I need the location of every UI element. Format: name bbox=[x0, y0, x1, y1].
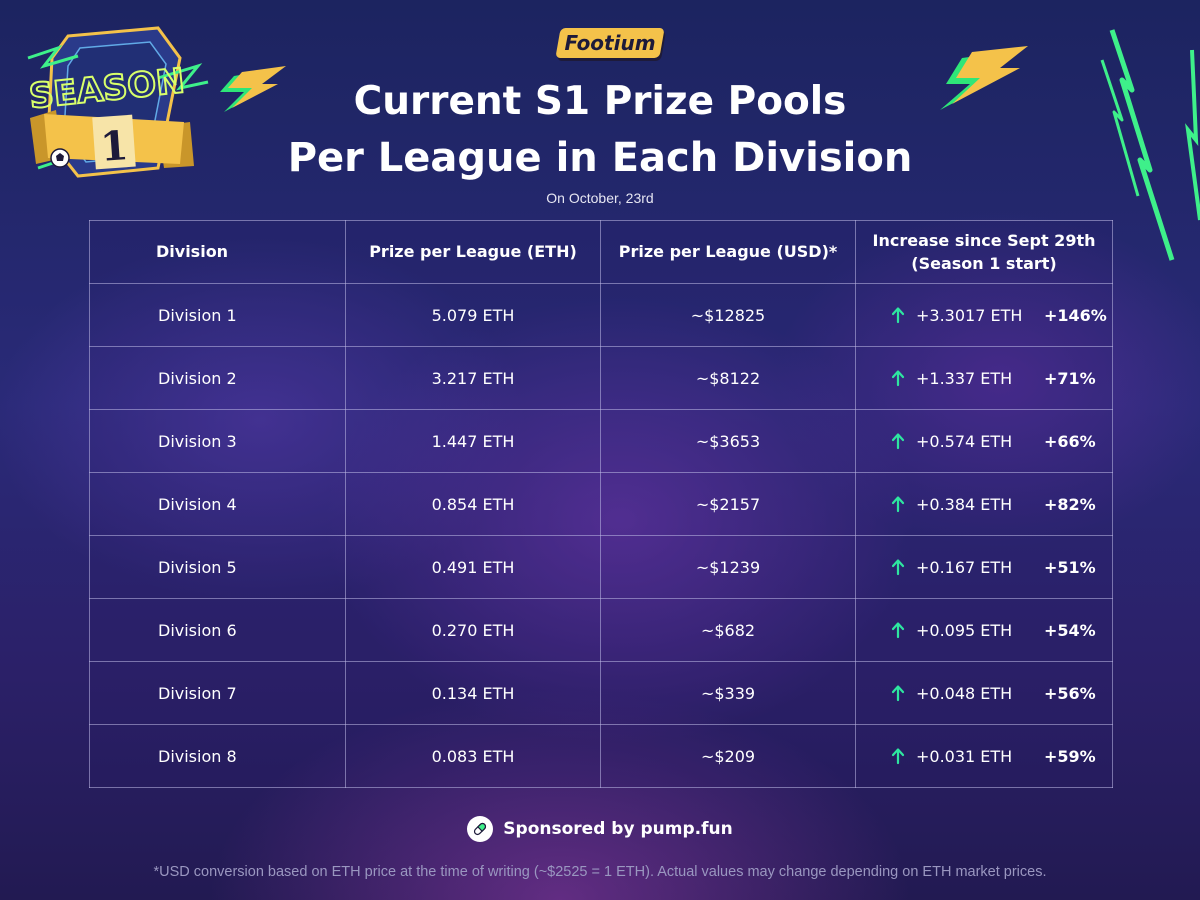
cell-increase: +0.031 ETH +59% bbox=[855, 724, 1113, 788]
footnote: *USD conversion based on ETH price at th… bbox=[153, 864, 1047, 880]
season-badge-logo: SEASON 1 bbox=[26, 26, 209, 178]
increase-percent-value: +146% bbox=[1044, 305, 1107, 325]
table-row: Division 4 0.854 ETH ~$2157 +0.384 ETH +82% bbox=[89, 472, 1113, 536]
increase-content: +0.167 ETH +51% bbox=[856, 536, 1112, 598]
column-header-increase-line-1: Increase since Sept 29th bbox=[872, 230, 1096, 250]
cell-increase: +3.3017 ETH +146% bbox=[855, 283, 1113, 347]
cell-prize-usd: ~$339 bbox=[600, 661, 856, 725]
arrow-up-icon bbox=[891, 685, 905, 702]
increase-content: +1.337 ETH +71% bbox=[856, 347, 1112, 409]
cell-prize-usd: ~$2157 bbox=[600, 472, 856, 536]
increase-content: +0.384 ETH +82% bbox=[856, 473, 1112, 535]
cell-increase: +1.337 ETH +71% bbox=[855, 346, 1113, 410]
increase-percent-value: +54% bbox=[1044, 620, 1096, 640]
cell-prize-eth: 0.491 ETH bbox=[345, 535, 601, 599]
lightning-bolt-icon bbox=[940, 46, 1028, 110]
table-row: Division 7 0.134 ETH ~$339 +0.048 ETH +56% bbox=[89, 661, 1113, 725]
page-title-line-1: Current S1 Prize Pools bbox=[353, 79, 847, 124]
cell-prize-usd: ~$209 bbox=[600, 724, 856, 788]
increase-content: +0.048 ETH +56% bbox=[856, 662, 1112, 724]
decorative-scribble-icon bbox=[1100, 29, 1200, 261]
brand-name: Footium bbox=[564, 31, 656, 55]
column-header-eth: Prize per League (ETH) bbox=[345, 220, 601, 284]
brand-logo: Footium bbox=[555, 28, 665, 58]
cell-prize-usd: ~$3653 bbox=[600, 409, 856, 473]
table-row: Division 8 0.083 ETH ~$209 +0.031 ETH +59% bbox=[89, 724, 1113, 788]
arrow-up-icon bbox=[891, 370, 905, 387]
pill-icon bbox=[467, 816, 494, 842]
increase-eth-value: +3.3017 ETH bbox=[916, 305, 1023, 325]
cell-prize-usd: ~$682 bbox=[600, 598, 856, 662]
cell-division: Division 2 bbox=[89, 346, 346, 410]
page-subtitle: On October, 23rd bbox=[546, 190, 654, 206]
cell-division: Division 8 bbox=[89, 724, 346, 788]
increase-eth-value: +0.048 ETH bbox=[916, 683, 1013, 703]
increase-eth-value: +0.031 ETH bbox=[916, 746, 1013, 766]
increase-percent-value: +66% bbox=[1044, 431, 1096, 451]
cell-division: Division 1 bbox=[89, 283, 346, 347]
svg-text:1: 1 bbox=[99, 122, 130, 171]
arrow-up-icon bbox=[891, 559, 905, 576]
table-row: Division 2 3.217 ETH ~$8122 +1.337 ETH +71% bbox=[89, 346, 1113, 410]
lightning-bolt-icon bbox=[220, 66, 286, 112]
cell-prize-eth: 0.083 ETH bbox=[345, 724, 601, 788]
cell-division: Division 6 bbox=[89, 598, 346, 662]
increase-percent-value: +82% bbox=[1044, 494, 1096, 514]
increase-percent-value: +59% bbox=[1044, 746, 1096, 766]
increase-content: +0.095 ETH +54% bbox=[856, 599, 1112, 661]
arrow-up-icon bbox=[891, 622, 905, 639]
cell-prize-eth: 0.134 ETH bbox=[345, 661, 601, 725]
cell-prize-eth: 5.079 ETH bbox=[345, 283, 601, 347]
arrow-up-icon bbox=[891, 433, 905, 450]
table-row: Division 3 1.447 ETH ~$3653 +0.574 ETH +66% bbox=[89, 409, 1113, 473]
cell-prize-eth: 3.217 ETH bbox=[345, 346, 601, 410]
cell-prize-eth: 0.270 ETH bbox=[345, 598, 601, 662]
increase-eth-value: +0.095 ETH bbox=[916, 620, 1013, 640]
cell-increase: +0.574 ETH +66% bbox=[855, 409, 1113, 473]
cell-increase: +0.095 ETH +54% bbox=[855, 598, 1113, 662]
cell-prize-eth: 0.854 ETH bbox=[345, 472, 601, 536]
page-title-line-2: Per League in Each Division bbox=[287, 135, 913, 181]
increase-eth-value: +1.337 ETH bbox=[916, 368, 1013, 388]
table-header-row: Division Prize per League (ETH) Prize pe… bbox=[89, 220, 1113, 284]
increase-eth-value: +0.574 ETH bbox=[916, 431, 1013, 451]
cell-prize-usd: ~$1239 bbox=[600, 535, 856, 599]
table-body: Division 1 5.079 ETH ~$12825 +3.3017 ETH +14… bbox=[89, 283, 1113, 788]
cell-division: Division 7 bbox=[89, 661, 346, 725]
column-header-increase-line-2: (Season 1 start) bbox=[911, 254, 1057, 273]
column-header-increase: Increase since Sept 29th (Season 1 start… bbox=[855, 220, 1113, 284]
increase-eth-value: +0.384 ETH bbox=[916, 494, 1013, 514]
prize-pool-table: Division Prize per League (ETH) Prize pe… bbox=[89, 220, 1113, 788]
increase-content: +0.574 ETH +66% bbox=[856, 410, 1112, 472]
cell-prize-eth: 1.447 ETH bbox=[345, 409, 601, 473]
column-header-usd: Prize per League (USD)* bbox=[600, 220, 856, 284]
arrow-up-icon bbox=[891, 496, 905, 513]
cell-prize-usd: ~$8122 bbox=[600, 346, 856, 410]
cell-increase: +0.048 ETH +56% bbox=[855, 661, 1113, 725]
cell-division: Division 4 bbox=[89, 472, 346, 536]
cell-prize-usd: ~$12825 bbox=[600, 283, 856, 347]
increase-content: +0.031 ETH +59% bbox=[856, 725, 1112, 787]
cell-increase: +0.384 ETH +82% bbox=[855, 472, 1113, 536]
column-header-division: Division bbox=[89, 220, 346, 284]
cell-increase: +0.167 ETH +51% bbox=[855, 535, 1113, 599]
increase-content: +3.3017 ETH +146% bbox=[856, 284, 1112, 346]
table-row: Division 1 5.079 ETH ~$12825 +3.3017 ETH +14… bbox=[89, 283, 1113, 347]
sponsor-line: Sponsored by pump.fun bbox=[0, 816, 1200, 842]
arrow-up-icon bbox=[891, 307, 905, 324]
cell-division: Division 5 bbox=[89, 535, 346, 599]
increase-percent-value: +71% bbox=[1044, 368, 1096, 388]
increase-eth-value: +0.167 ETH bbox=[916, 557, 1013, 577]
sponsor-text: Sponsored by pump.fun bbox=[503, 819, 733, 839]
increase-percent-value: +56% bbox=[1044, 683, 1096, 703]
increase-percent-value: +51% bbox=[1044, 557, 1096, 577]
arrow-up-icon bbox=[891, 748, 905, 765]
cell-division: Division 3 bbox=[89, 409, 346, 473]
table-row: Division 6 0.270 ETH ~$682 +0.095 ETH +54% bbox=[89, 598, 1113, 662]
table-row: Division 5 0.491 ETH ~$1239 +0.167 ETH +51% bbox=[89, 535, 1113, 599]
